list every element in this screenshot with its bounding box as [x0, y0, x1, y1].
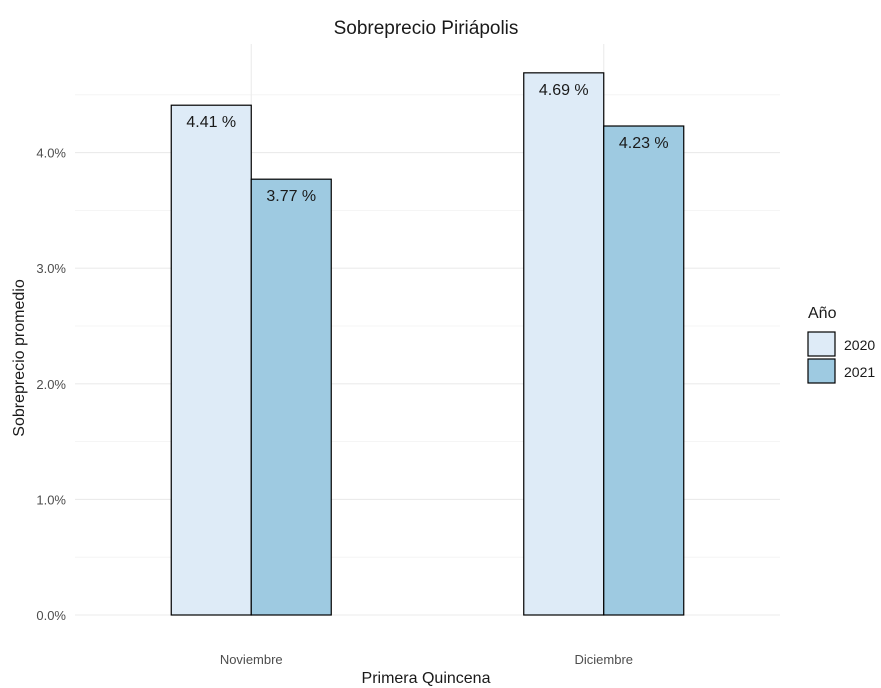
x-tick-label: Noviembre — [220, 652, 283, 667]
y-tick-label: 3.0% — [36, 261, 66, 276]
data-label: 3.77 % — [266, 188, 316, 205]
x-tick-label: Diciembre — [574, 652, 633, 667]
legend-swatch-2020 — [807, 331, 836, 357]
legend-label-2020: 2020 — [844, 337, 875, 353]
chart-title: Sobreprecio Piriápolis — [334, 18, 519, 39]
bar-diciembre-2020 — [523, 72, 605, 616]
legend-swatch-2021 — [807, 358, 836, 384]
x-axis-title: Primera Quincena — [362, 670, 491, 687]
x-axis-ticks: Noviembre Diciembre — [220, 652, 633, 667]
bar-noviembre-2020 — [170, 104, 252, 616]
bar-diciembre-2021 — [603, 125, 685, 616]
data-label: 4.69 % — [539, 82, 589, 99]
data-label: 4.23 % — [619, 135, 669, 152]
y-tick-label: 2.0% — [36, 377, 66, 392]
bars — [170, 72, 685, 616]
y-axis-ticks: 0.0% 1.0% 2.0% 3.0% 4.0% — [36, 146, 66, 623]
y-tick-label: 1.0% — [36, 492, 66, 507]
y-tick-label: 4.0% — [36, 146, 66, 161]
y-tick-label: 0.0% — [36, 608, 66, 623]
bar-noviembre-2021 — [250, 178, 332, 616]
legend: Año 2020 2021 — [807, 305, 875, 384]
legend-title: Año — [808, 305, 837, 322]
data-labels: 4.41 % 3.77 % 4.69 % 4.23 % — [186, 82, 668, 205]
legend-label-2021: 2021 — [844, 364, 875, 380]
data-label: 4.41 % — [186, 114, 236, 131]
y-axis-title: Sobreprecio promedio — [11, 279, 28, 437]
